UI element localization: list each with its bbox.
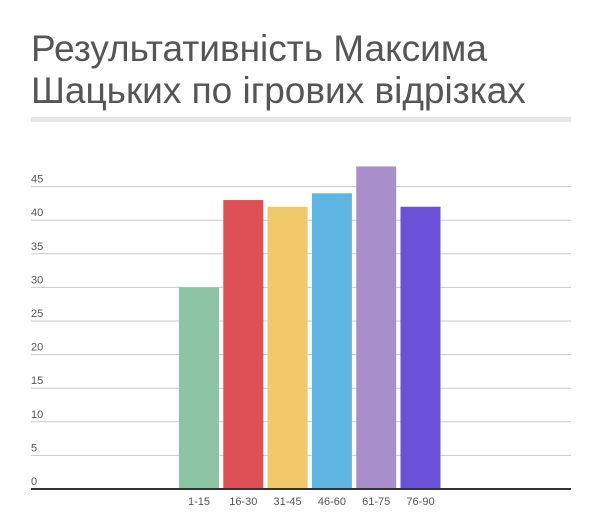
bar-31-45 [267,206,308,489]
y-tick-label-20: 20 [31,342,43,354]
y-tick-label-15: 15 [31,375,43,387]
x-tick-label-61-75: 61-75 [362,496,390,508]
y-tick-label-30: 30 [31,274,43,286]
y-tick-label-10: 10 [31,409,43,421]
y-tick-label-45: 45 [31,174,43,186]
y-tick-label-40: 40 [31,207,43,219]
bar-46-60 [311,193,352,489]
bar-1-15 [179,287,219,489]
x-tick-label-1-15: 1-15 [188,496,210,508]
y-tick-label-0: 0 [31,476,37,488]
x-tick-label-46-60: 46-60 [318,496,346,508]
y-tick-label-5: 5 [31,442,37,454]
y-axis-tick-labels: 0 5 10 15 20 25 30 35 40 45 [31,174,43,488]
title-divider [31,117,571,122]
x-tick-label-76-90: 76-90 [406,496,434,508]
x-axis-tick-labels: 1-15 16-30 31-45 46-60 61-75 76-90 [188,496,435,508]
y-tick-label-35: 35 [31,241,43,253]
chart-title: Результативність Максима Шацьких по ігро… [31,28,526,111]
bars [179,166,441,490]
x-tick-label-16-30: 16-30 [229,496,257,508]
y-tick-label-25: 25 [31,308,43,320]
x-tick-label-31-45: 31-45 [274,496,302,508]
bar-76-90 [400,206,441,489]
bar-16-30 [223,200,264,490]
bar-61-75 [356,166,397,489]
